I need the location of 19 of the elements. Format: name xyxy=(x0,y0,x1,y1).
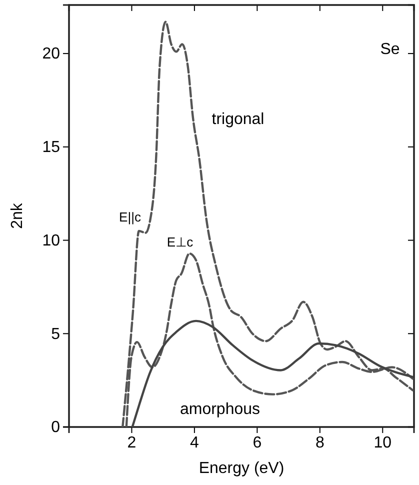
annotation: trigonal xyxy=(212,111,264,128)
y-axis-title: 2nk xyxy=(9,202,26,229)
annotation: Se xyxy=(380,41,400,58)
x-tick-label: 8 xyxy=(315,434,324,452)
line-series xyxy=(131,320,414,427)
x-tick-label: 6 xyxy=(252,434,262,452)
x-tick-label: 4 xyxy=(190,434,199,452)
y-tick-label: 5 xyxy=(51,326,60,343)
annotation: amorphous xyxy=(180,401,260,418)
x-tick-label: 10 xyxy=(374,434,392,452)
annotation: E||c xyxy=(119,209,142,224)
x-tick-label: 2 xyxy=(127,434,136,452)
y-tick-label: 20 xyxy=(42,46,60,63)
annotation: E⊥c xyxy=(166,234,194,250)
y-tick-label: 0 xyxy=(51,419,60,436)
x-axis-title: Energy (eV) xyxy=(198,460,284,477)
line-series xyxy=(122,20,414,427)
y-tick-label: 10 xyxy=(42,232,60,250)
y-tick-label: 15 xyxy=(42,139,60,156)
